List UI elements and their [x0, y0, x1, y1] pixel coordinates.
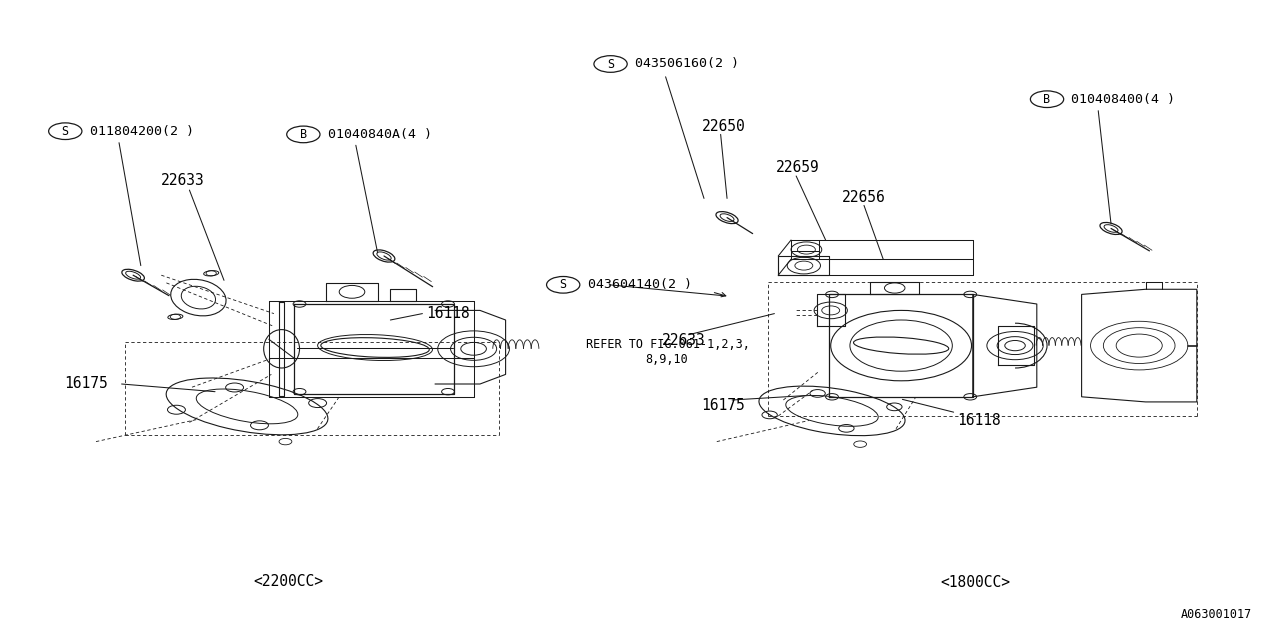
Text: 01040840A(4 ): 01040840A(4 ) [328, 128, 431, 141]
Text: B: B [1043, 93, 1051, 106]
Text: 16118: 16118 [426, 306, 470, 321]
Text: 011804200(2 ): 011804200(2 ) [90, 125, 193, 138]
Text: 16175: 16175 [64, 376, 108, 392]
Text: 22656: 22656 [842, 189, 886, 205]
Text: 22633: 22633 [662, 333, 705, 348]
Text: 22650: 22650 [701, 119, 745, 134]
Text: 8,9,10: 8,9,10 [645, 353, 687, 366]
Text: 043604140(2 ): 043604140(2 ) [588, 278, 691, 291]
Text: <2200CC>: <2200CC> [253, 573, 323, 589]
Text: S: S [559, 278, 567, 291]
Text: 010408400(4 ): 010408400(4 ) [1071, 93, 1175, 106]
Text: REFER TO FIG.061-1,2,3,: REFER TO FIG.061-1,2,3, [586, 338, 750, 351]
Text: 22659: 22659 [776, 160, 819, 175]
Text: B: B [300, 128, 307, 141]
Text: 22633: 22633 [161, 173, 205, 188]
Text: <1800CC>: <1800CC> [941, 575, 1010, 590]
Text: S: S [61, 125, 69, 138]
Text: 043506160(2 ): 043506160(2 ) [635, 58, 739, 70]
Text: A063001017: A063001017 [1180, 608, 1252, 621]
Text: S: S [607, 58, 614, 70]
Text: 16118: 16118 [957, 413, 1001, 428]
Text: 16175: 16175 [701, 397, 745, 413]
